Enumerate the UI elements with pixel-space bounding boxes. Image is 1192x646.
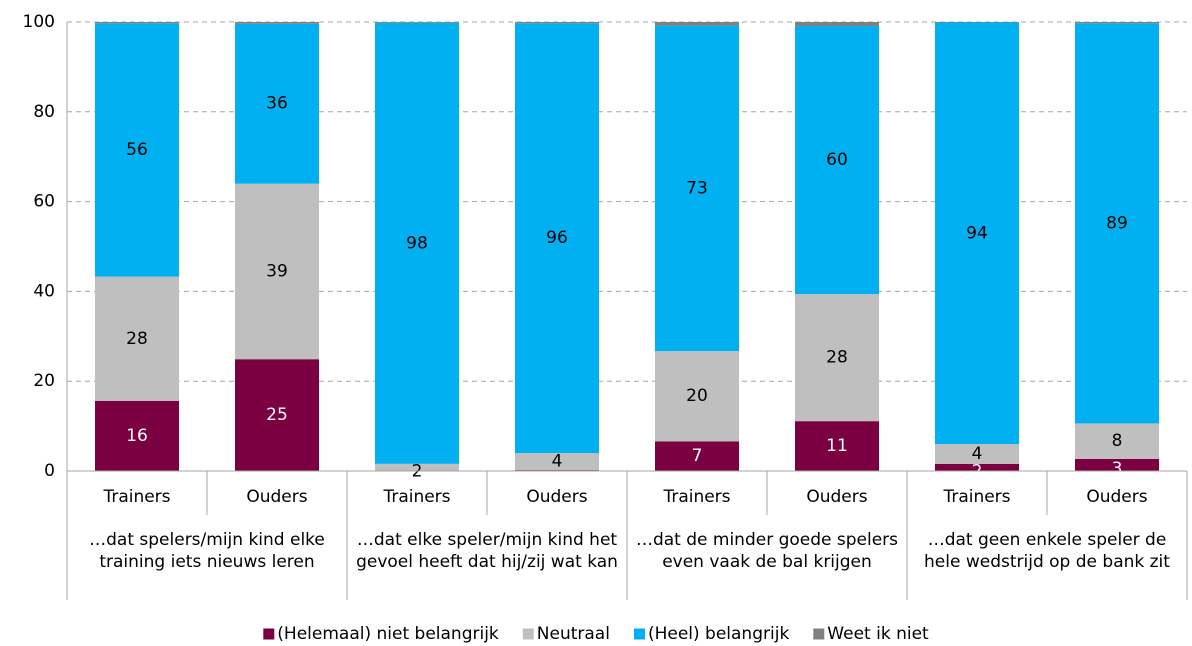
x-tick-label: Ouders [1086, 487, 1147, 507]
group-label: …dat geen enkele speler de hele wedstrij… [924, 530, 1170, 572]
bar-segment [655, 22, 739, 26]
data-label: 98 [406, 233, 428, 253]
bar-segment [795, 421, 879, 471]
x-tick-label: Ouders [806, 487, 867, 507]
data-label: 16 [126, 426, 148, 446]
data-label: 36 [266, 94, 288, 114]
bar-segment [95, 23, 179, 277]
bar-segment [375, 22, 459, 23]
bar-segment [1075, 458, 1159, 471]
legend-label: (Helemaal) niet belangrijk [277, 624, 499, 644]
data-label: 94 [966, 223, 988, 243]
bar-segment [1075, 22, 1159, 24]
y-tick-label: 80 [33, 102, 55, 122]
bar-segment [795, 294, 879, 422]
group-label: …dat elke speler/mijn kind het gevoel he… [356, 530, 618, 572]
group-label: …dat de minder goede spelers even vaak d… [635, 530, 899, 572]
data-label: 7 [692, 446, 703, 466]
data-label: 73 [686, 178, 708, 198]
bar-segment [655, 25, 739, 352]
bar-segment [375, 22, 459, 464]
data-label: 39 [266, 261, 288, 281]
data-label: 25 [266, 405, 288, 425]
bar-segment [935, 444, 1019, 464]
x-tick-label: Ouders [246, 487, 307, 507]
bar-segment [1075, 423, 1159, 459]
bar-segment [935, 22, 1019, 445]
data-label: 4 [552, 452, 563, 472]
y-tick-label: 20 [33, 371, 55, 391]
legend-marker [633, 628, 645, 640]
bar-segment [515, 22, 599, 24]
bar-segment [655, 351, 739, 442]
x-tick-label: Trainers [382, 487, 450, 507]
data-label: 56 [126, 140, 148, 160]
bar-segment [1075, 23, 1159, 424]
data-label: 96 [546, 228, 568, 248]
legend-label: Weet ik niet [827, 624, 929, 644]
bar-segment [235, 183, 319, 360]
bar-segment [235, 359, 319, 471]
x-tick-label: Trainers [662, 487, 730, 507]
bar-segment [935, 463, 1019, 471]
data-label: 28 [826, 348, 848, 368]
legend-marker [813, 628, 825, 640]
legend-marker [263, 628, 275, 640]
bar-segment [375, 463, 459, 471]
bar-segment [795, 26, 879, 295]
y-tick-label: 100 [23, 12, 55, 32]
data-label: 3 [1112, 459, 1123, 479]
legend-label: (Heel) belangrijk [648, 624, 789, 644]
data-label: 11 [826, 436, 848, 456]
group-label: …dat spelers/mijn kind elke training iet… [89, 530, 325, 572]
x-tick-label: Trainers [102, 487, 170, 507]
y-tick-label: 40 [33, 281, 55, 301]
bar-segment [655, 441, 739, 471]
legend-marker [522, 628, 534, 640]
bar-segment [795, 22, 879, 27]
bar-segment [95, 400, 179, 471]
y-tick-label: 0 [44, 461, 55, 481]
data-label: 8 [1112, 431, 1123, 451]
x-tick-label: Trainers [942, 487, 1010, 507]
x-tick-label: Ouders [526, 487, 587, 507]
bar-segment [235, 22, 319, 24]
data-label: 89 [1106, 213, 1128, 233]
legend-label: Neutraal [537, 624, 610, 644]
bar-segment [515, 453, 599, 471]
bar-segment [515, 23, 599, 454]
y-tick-label: 60 [33, 192, 55, 212]
data-label: 28 [126, 329, 148, 349]
data-label: 60 [826, 150, 848, 170]
data-label: 20 [686, 386, 708, 406]
data-label: 4 [972, 444, 983, 464]
bar-segment [95, 22, 179, 24]
bar-segment [235, 23, 319, 184]
bar-segment [95, 276, 179, 401]
